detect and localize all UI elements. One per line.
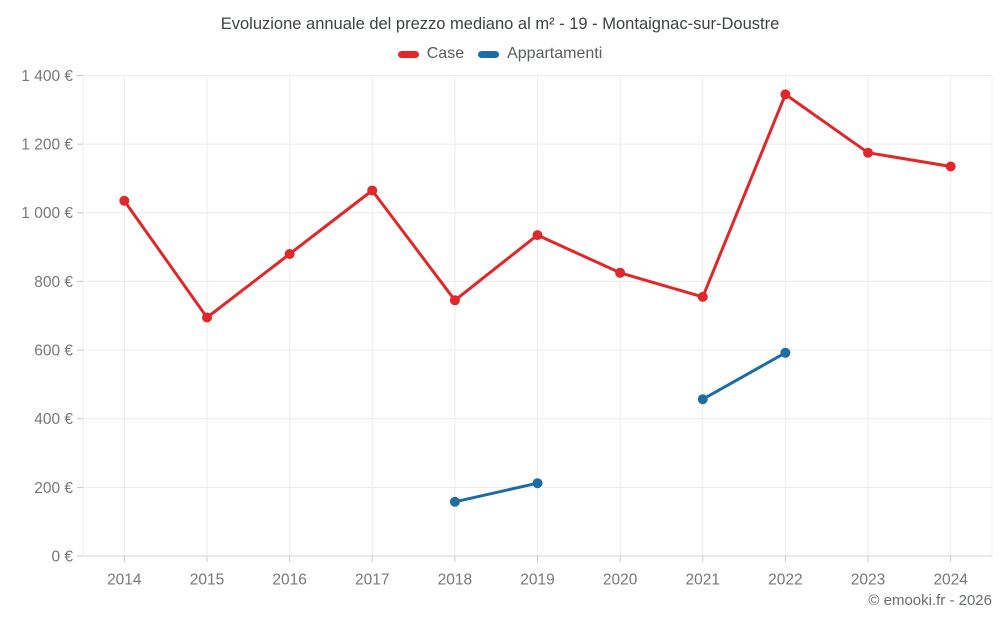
data-point bbox=[615, 267, 626, 278]
x-tick-label: 2018 bbox=[438, 571, 472, 588]
data-point bbox=[780, 347, 791, 358]
data-point bbox=[449, 496, 460, 507]
x-tick-label: 2022 bbox=[768, 571, 802, 588]
data-point bbox=[119, 195, 130, 206]
x-tick-label: 2015 bbox=[190, 571, 224, 588]
y-tick-label: 1 000 € bbox=[21, 205, 73, 222]
x-axis-labels: 2014 2015 2016 2017 2018 2019 2020 2021 2022 2023… bbox=[107, 571, 968, 588]
legend-label: Appartamenti bbox=[507, 45, 603, 62]
legend-item-appartamenti[interactable]: Appartamenti bbox=[478, 45, 602, 63]
y-tick-label: 0 € bbox=[51, 548, 73, 565]
y-tick-label: 1 200 € bbox=[21, 137, 73, 154]
y-tick-label: 400 € bbox=[34, 411, 73, 428]
data-point bbox=[449, 295, 460, 306]
x-tick-label: 2024 bbox=[933, 571, 968, 588]
x-axis-ticks bbox=[123, 556, 952, 562]
series-line bbox=[701, 351, 787, 401]
data-point bbox=[202, 312, 212, 323]
legend-color-swatch bbox=[478, 50, 500, 58]
data-point bbox=[284, 249, 295, 259]
data-point bbox=[863, 147, 873, 158]
y-axis-ticks bbox=[77, 75, 83, 557]
chart-legend: Case Appartamenti bbox=[0, 45, 1000, 63]
y-tick-label: 600 € bbox=[34, 342, 73, 359]
x-tick-label: 2014 bbox=[107, 571, 142, 588]
y-tick-label: 200 € bbox=[34, 480, 73, 497]
legend-item-case[interactable]: Case bbox=[397, 45, 465, 63]
x-tick-label: 2019 bbox=[520, 571, 554, 588]
legend-label: Case bbox=[426, 45, 465, 62]
series-line bbox=[453, 481, 539, 504]
data-point bbox=[945, 161, 956, 172]
series-case bbox=[119, 89, 956, 323]
x-tick-label: 2020 bbox=[603, 571, 638, 588]
y-tick-label: 1 400 € bbox=[21, 68, 73, 85]
data-point bbox=[697, 291, 708, 302]
series-appartamenti bbox=[449, 347, 791, 507]
copyright-footer: © emooki.fr - 2026 bbox=[868, 592, 992, 609]
data-point bbox=[697, 394, 708, 405]
x-tick-label: 2017 bbox=[355, 571, 389, 588]
x-tick-label: 2021 bbox=[686, 571, 720, 588]
data-point bbox=[532, 478, 543, 489]
x-tick-label: 2016 bbox=[272, 571, 306, 588]
chart-title: Evoluzione annuale del prezzo mediano al… bbox=[220, 15, 780, 33]
legend-color-swatch bbox=[397, 50, 419, 58]
data-point bbox=[367, 185, 378, 196]
y-tick-label: 800 € bbox=[34, 274, 73, 291]
vertical-gridlines bbox=[82, 75, 993, 556]
x-tick-label: 2023 bbox=[851, 571, 885, 588]
y-axis-labels: 0 € 200 € 400 € 600 € 800 € 1 000 € 1 200 € 1 4… bbox=[21, 68, 73, 565]
data-point bbox=[780, 89, 791, 100]
data-point bbox=[532, 230, 543, 241]
